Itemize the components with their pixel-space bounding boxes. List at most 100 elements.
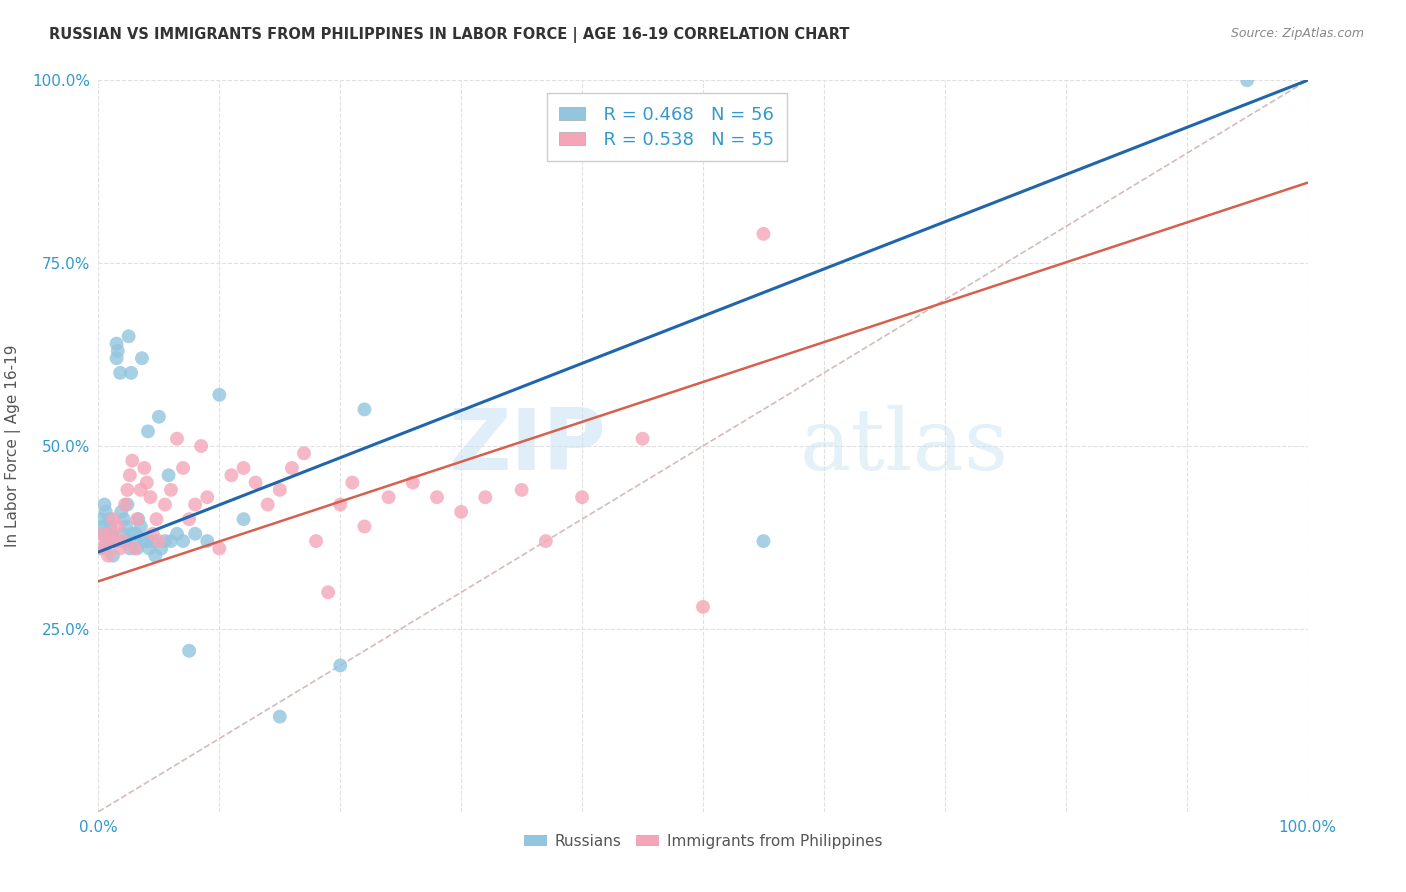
Point	[127, 512, 149, 526]
Point	[117, 483, 139, 497]
Point	[111, 526, 134, 541]
Point	[98, 512, 121, 526]
Point	[474, 490, 496, 504]
Point	[100, 526, 122, 541]
Point	[112, 512, 135, 526]
Point	[105, 351, 128, 366]
Point	[184, 498, 207, 512]
Point	[124, 534, 146, 549]
Point	[292, 446, 315, 460]
Point	[571, 490, 593, 504]
Point	[103, 534, 125, 549]
Point	[752, 227, 775, 241]
Point	[115, 519, 138, 533]
Y-axis label: In Labor Force | Age 16-19: In Labor Force | Age 16-19	[6, 344, 21, 548]
Point	[353, 402, 375, 417]
Point	[100, 519, 122, 533]
Point	[134, 534, 156, 549]
Point	[143, 549, 166, 563]
Point	[111, 534, 134, 549]
Point	[142, 526, 165, 541]
Point	[305, 534, 328, 549]
Point	[118, 468, 141, 483]
Point	[150, 541, 173, 556]
Point	[121, 453, 143, 467]
Point	[153, 498, 176, 512]
Text: Source: ZipAtlas.com: Source: ZipAtlas.com	[1230, 27, 1364, 40]
Point	[221, 468, 243, 483]
Point	[110, 505, 132, 519]
Point	[245, 475, 267, 490]
Point	[127, 512, 149, 526]
Point	[208, 388, 231, 402]
Point	[179, 512, 201, 526]
Point	[91, 526, 114, 541]
Text: atlas: atlas	[800, 404, 1010, 488]
Point	[269, 709, 291, 723]
Point	[316, 585, 339, 599]
Point	[104, 534, 127, 549]
Point	[124, 541, 146, 556]
Point	[101, 512, 124, 526]
Point	[101, 549, 124, 563]
Point	[121, 526, 143, 541]
Point	[142, 534, 165, 549]
Point	[195, 490, 218, 504]
Point	[232, 512, 254, 526]
Point	[160, 534, 183, 549]
Point	[93, 498, 115, 512]
Point	[96, 526, 118, 541]
Point	[353, 519, 375, 533]
Point	[138, 541, 160, 556]
Point	[129, 519, 152, 533]
Point	[752, 534, 775, 549]
Point	[118, 541, 141, 556]
Point	[148, 409, 170, 424]
Point	[118, 329, 141, 343]
Point	[153, 534, 176, 549]
Point	[166, 432, 188, 446]
Point	[91, 526, 114, 541]
Point	[127, 541, 149, 556]
Point	[329, 498, 352, 512]
Point	[160, 483, 183, 497]
Point	[131, 351, 153, 366]
Point	[107, 519, 129, 533]
Point	[172, 534, 194, 549]
Point	[269, 483, 291, 497]
Point	[166, 526, 188, 541]
Point	[136, 425, 159, 439]
Point	[120, 366, 142, 380]
Point	[157, 468, 180, 483]
Legend: Russians, Immigrants from Philippines: Russians, Immigrants from Philippines	[517, 828, 889, 855]
Point	[94, 505, 117, 519]
Point	[195, 534, 218, 549]
Point	[105, 336, 128, 351]
Point	[94, 534, 117, 549]
Point	[90, 512, 112, 526]
Point	[93, 541, 115, 556]
Point	[97, 549, 120, 563]
Point	[256, 498, 278, 512]
Point	[145, 512, 167, 526]
Point	[184, 526, 207, 541]
Point	[114, 534, 136, 549]
Point	[402, 475, 425, 490]
Point	[129, 483, 152, 497]
Text: ZIP: ZIP	[449, 404, 606, 488]
Point	[190, 439, 212, 453]
Point	[329, 658, 352, 673]
Point	[108, 366, 131, 380]
Point	[426, 490, 449, 504]
Point	[108, 541, 131, 556]
Point	[631, 432, 654, 446]
Point	[377, 490, 399, 504]
Point	[135, 534, 157, 549]
Point	[91, 519, 114, 533]
Point	[135, 475, 157, 490]
Point	[342, 475, 364, 490]
Point	[179, 644, 201, 658]
Point	[107, 343, 129, 358]
Point	[100, 526, 122, 541]
Point	[232, 461, 254, 475]
